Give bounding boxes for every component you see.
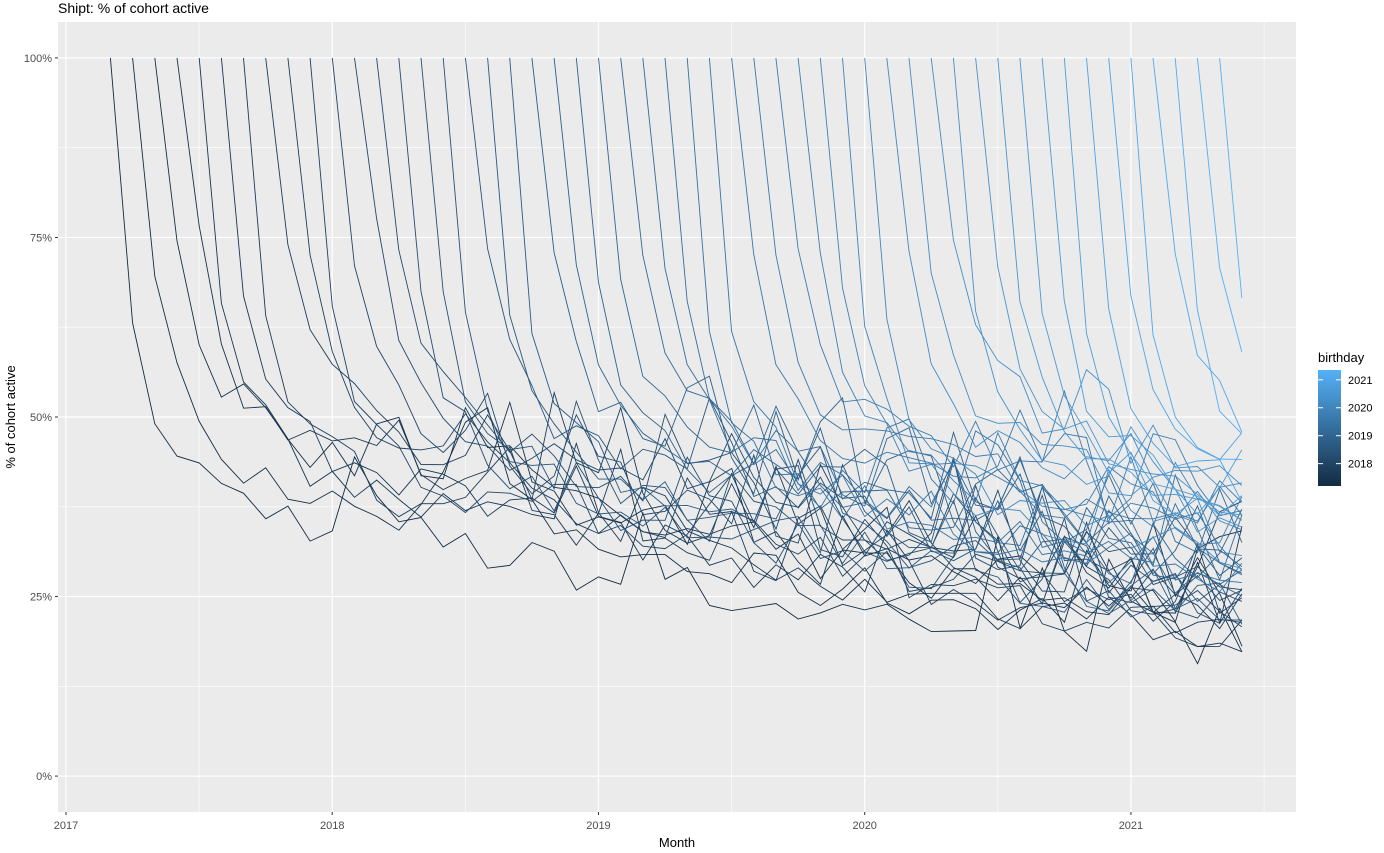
- cohort-line: [1152, 57, 1243, 433]
- cohort-line: [842, 57, 1242, 557]
- legend-label: 2018: [1348, 459, 1372, 471]
- legend-ticks: 2021 2020 2019 2018: [1318, 375, 1372, 471]
- cohort-line: [686, 57, 1242, 584]
- y-tick-label: 100%: [24, 53, 52, 65]
- cohort-line: [1019, 57, 1243, 521]
- cohort-line: [1174, 57, 1243, 435]
- cohort-line: [198, 57, 1243, 653]
- cohort-line: [1086, 57, 1243, 467]
- cohort-line: [553, 57, 1243, 580]
- cohort-line: [819, 57, 1243, 545]
- cohort-line: [575, 57, 1243, 594]
- y-tick-label: 75%: [30, 232, 52, 244]
- cohort-line: [753, 57, 1243, 522]
- chart-title: Shipt: % of cohort active: [58, 0, 209, 16]
- grid-major: [58, 22, 1296, 812]
- cohort-line: [442, 57, 1242, 621]
- y-tick-label: 50%: [30, 412, 52, 424]
- cohort-line: [1219, 57, 1243, 298]
- cohort-line: [708, 57, 1243, 593]
- cohort-line: [265, 57, 1243, 615]
- cohort-line: [154, 57, 1243, 623]
- x-axis: 2017 2018 2019 2020 2021: [54, 812, 1143, 832]
- cohort-line: [886, 57, 1242, 531]
- cohort-line: [1196, 57, 1243, 353]
- x-tick-label: 2020: [852, 820, 876, 832]
- x-tick-label: 2018: [320, 820, 344, 832]
- y-axis: 0% 25% 50% 75% 100%: [24, 53, 58, 783]
- cohort-line: [331, 57, 1243, 624]
- cohort-line: [952, 57, 1242, 533]
- cohort-line: [598, 57, 1243, 585]
- cohort-line: [176, 57, 1243, 625]
- legend-label: 2021: [1348, 375, 1372, 387]
- cohort-line: [376, 57, 1243, 601]
- y-axis-title: % of cohort active: [3, 365, 18, 468]
- legend-label: 2020: [1348, 403, 1372, 415]
- cohort-line: [864, 57, 1242, 569]
- cohort-line: [1041, 57, 1243, 515]
- cohort-line: [908, 57, 1243, 497]
- x-tick-label: 2021: [1119, 820, 1143, 832]
- cohort-series: [109, 57, 1243, 665]
- cohort-line: [109, 57, 1243, 665]
- cohort-line: [620, 57, 1243, 554]
- y-tick-label: 0%: [36, 771, 52, 783]
- x-tick-label: 2019: [586, 820, 610, 832]
- legend-label: 2019: [1348, 431, 1372, 443]
- cohort-line: [398, 57, 1243, 628]
- cohort-line: [997, 57, 1243, 521]
- cohort-line: [664, 57, 1243, 576]
- y-tick-label: 25%: [30, 592, 52, 604]
- x-axis-title: Month: [659, 835, 695, 850]
- cohort-line: [420, 57, 1243, 619]
- cohort-line: [775, 57, 1242, 519]
- legend-colorbar: [1318, 370, 1341, 486]
- cohort-line: [1063, 57, 1243, 517]
- cohort-line: [464, 57, 1243, 577]
- cohort-line: [243, 57, 1242, 634]
- legend-title: birthday: [1318, 350, 1365, 365]
- cohort-line: [975, 57, 1242, 516]
- cohort-line: [487, 57, 1243, 615]
- cohort-line: [1130, 57, 1242, 460]
- legend: birthday 2021 2020 2019 2018: [1318, 350, 1372, 486]
- cohort-line: [132, 57, 1243, 647]
- x-tick-label: 2017: [54, 820, 78, 832]
- cohort-line: [354, 57, 1242, 591]
